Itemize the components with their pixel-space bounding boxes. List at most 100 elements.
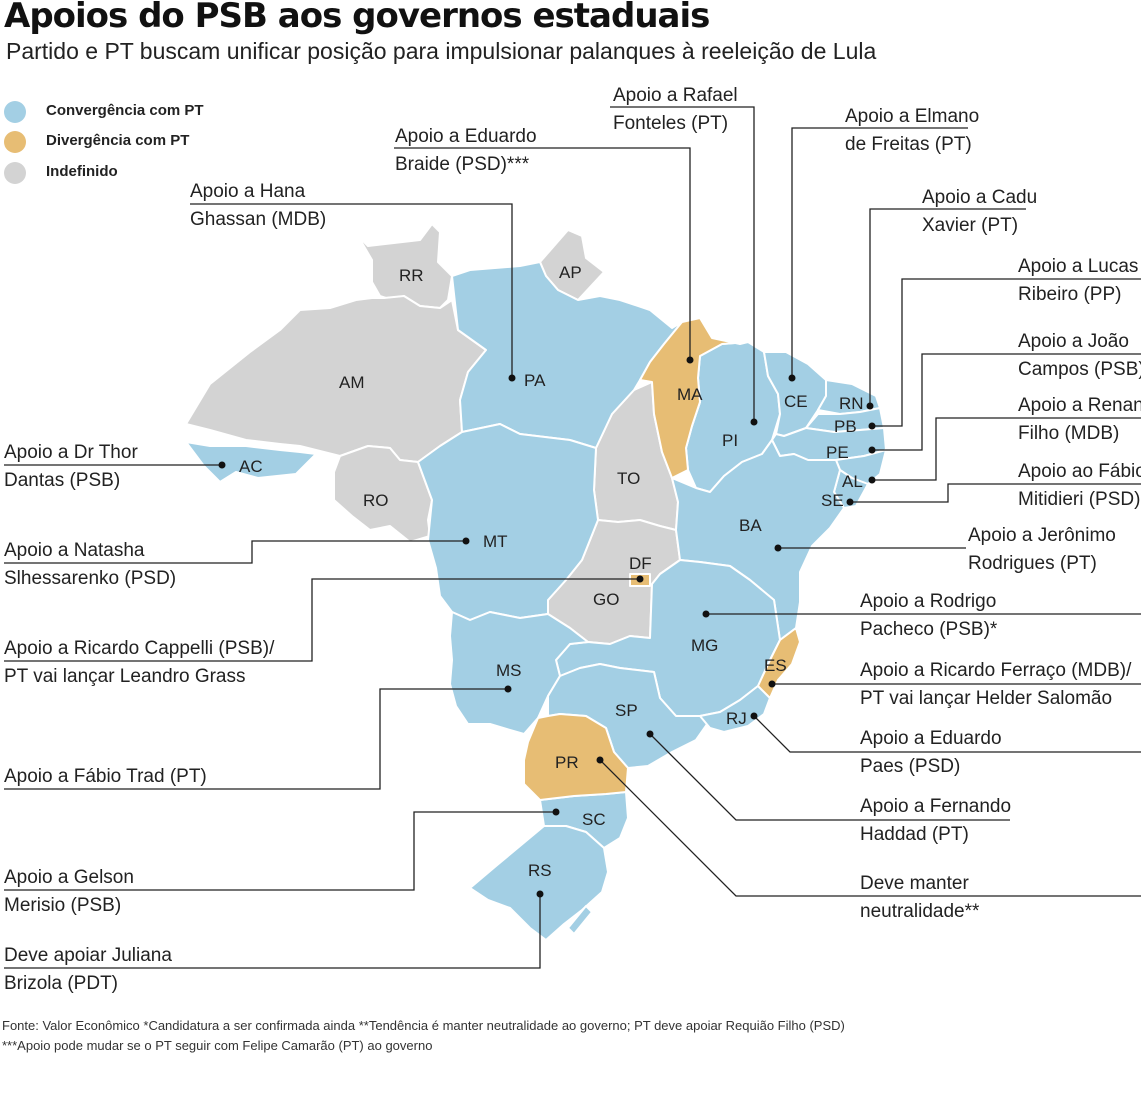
legend-label: Divergência com PT [46, 132, 190, 149]
page-title: Apoios do PSB aos governos estaduais [4, 0, 710, 36]
annotation-pa-line1: Apoio a Hana [190, 181, 306, 202]
annotation-pa-line2: Ghassan (MDB) [190, 209, 326, 230]
annotation-sc-line1: Apoio a Gelson [4, 867, 134, 888]
leader-dot-pi [750, 418, 758, 426]
leader-dot-ba [774, 544, 782, 552]
leader-rj [753, 715, 1141, 753]
annotation-mg-line1: Apoio a Rodrigo [860, 591, 996, 612]
annotation-ac-line1: Apoio a Dr Thor [4, 442, 138, 463]
state-label-df: DF [629, 554, 652, 573]
state-label-ms: MS [496, 661, 522, 680]
leader-pi [610, 106, 755, 422]
state-label-pb: PB [834, 417, 857, 436]
state-label-sc: SC [582, 810, 606, 829]
leader-dot-ms [504, 685, 512, 693]
leader-al [872, 417, 1141, 481]
leader-pb [872, 278, 1141, 427]
annotation-ms-line1: Apoio a Fábio Trad (PT) [4, 766, 207, 787]
leader-dot-ce [788, 374, 796, 382]
annotation-df-line1: Apoio a Ricardo Cappelli (PSB)/ [4, 638, 275, 659]
state-label-pr: PR [555, 753, 579, 772]
annotation-se-line2: Mitidieri (PSD) [1018, 489, 1140, 510]
leader-pa [190, 203, 513, 378]
legend-item-divergence: Divergência com PT [4, 130, 189, 154]
state-rj [699, 685, 771, 733]
leader-se [850, 483, 1141, 503]
leader-df [4, 578, 640, 662]
annotation-ce-line2: de Freitas (PT) [845, 134, 972, 155]
leader-sp [649, 733, 1010, 821]
state-rs-coast-strip [567, 905, 593, 935]
leader-ms [4, 688, 508, 790]
leader-mt [4, 540, 466, 564]
leader-dot-df [636, 575, 644, 583]
leader-dot-pa [508, 374, 516, 382]
legend-item-convergence: Convergência com PT [4, 100, 204, 124]
annotation-sp-line2: Haddad (PT) [860, 824, 969, 845]
annotation-pr-line2: neutralidade** [860, 901, 980, 922]
annotation-es-line1: Apoio a Ricardo Ferraço (MDB)/ [860, 660, 1132, 681]
leader-ma [394, 147, 691, 360]
annotation-sp-line1: Apoio a Fernando [860, 796, 1011, 817]
state-label-rr: RR [399, 266, 424, 285]
page-subtitle: Partido e PT buscam unificar posição par… [6, 38, 877, 64]
state-label-rn: RN [839, 394, 864, 413]
state-am [185, 295, 487, 463]
leader-sc [4, 811, 556, 891]
leader-pr [599, 759, 1141, 897]
state-label-to: TO [617, 469, 640, 488]
leader-dot-sp [646, 730, 654, 738]
leader-rn [869, 208, 1026, 406]
annotation-rj-line1: Apoio a Eduardo [860, 728, 1002, 749]
state-label-pe: PE [826, 443, 849, 462]
state-label-pa: PA [524, 371, 546, 390]
leader-pe [872, 353, 1141, 451]
annotation-ma-line1: Apoio a Eduardo [395, 126, 537, 147]
annotation-ce-line1: Apoio a Elmano [845, 106, 979, 127]
leader-dot-rj [750, 712, 758, 720]
legend-swatch-gray [4, 162, 26, 184]
legend-swatch-blue [4, 101, 26, 123]
state-label-rs: RS [528, 861, 552, 880]
state-label-mt: MT [483, 532, 508, 551]
annotation-rj-line2: Paes (PSD) [860, 756, 960, 777]
state-rs [469, 825, 609, 941]
leader-ce [791, 127, 968, 378]
state-label-ac: AC [239, 457, 263, 476]
state-label-am: AM [339, 373, 365, 392]
annotation-mg-line2: Pacheco (PSB)* [860, 619, 998, 640]
legend-label: Convergência com PT [46, 102, 204, 119]
state-label-mg: MG [691, 636, 718, 655]
annotation-ac-line2: Dantas (PSB) [4, 470, 120, 491]
leader-dot-al [868, 476, 876, 484]
leader-dot-pe [868, 446, 876, 454]
leader-rs [4, 894, 541, 969]
state-label-ap: AP [559, 263, 582, 282]
annotation-df-line2: PT vai lançar Leandro Grass [4, 666, 246, 687]
annotation-pb-line1: Apoio a Lucas [1018, 256, 1138, 277]
state-label-es: ES [764, 656, 787, 675]
annotation-rn-line1: Apoio a Cadu [922, 187, 1037, 208]
legend-swatch-orange [4, 131, 26, 153]
leader-dot-mg [702, 610, 710, 618]
leader-dot-es [768, 680, 776, 688]
state-label-go: GO [593, 590, 619, 609]
state-label-pi: PI [722, 431, 738, 450]
state-label-al: AL [842, 472, 863, 491]
leader-dot-ma [686, 356, 694, 364]
state-label-ce: CE [784, 392, 808, 411]
leader-dot-rs [536, 890, 544, 898]
footer-source-notes: Fonte: Valor Econômico *Candidatura a se… [2, 1018, 845, 1033]
state-label-se: SE [821, 491, 844, 510]
annotation-sc-line2: Merisio (PSB) [4, 895, 121, 916]
annotation-es-line2: PT vai lançar Helder Salomão [860, 688, 1112, 709]
state-label-ma: MA [677, 385, 703, 404]
annotation-pb-line2: Ribeiro (PP) [1018, 284, 1121, 305]
annotation-al-line1: Apoio a Renan [1018, 395, 1141, 416]
annotation-mt-line2: Slhessarenko (PSD) [4, 568, 176, 589]
annotation-mt-line1: Apoio a Natasha [4, 540, 145, 561]
legend-item-undefined: Indefinido [4, 161, 118, 185]
leader-dot-rn [866, 402, 874, 410]
state-label-ro: RO [363, 491, 389, 510]
